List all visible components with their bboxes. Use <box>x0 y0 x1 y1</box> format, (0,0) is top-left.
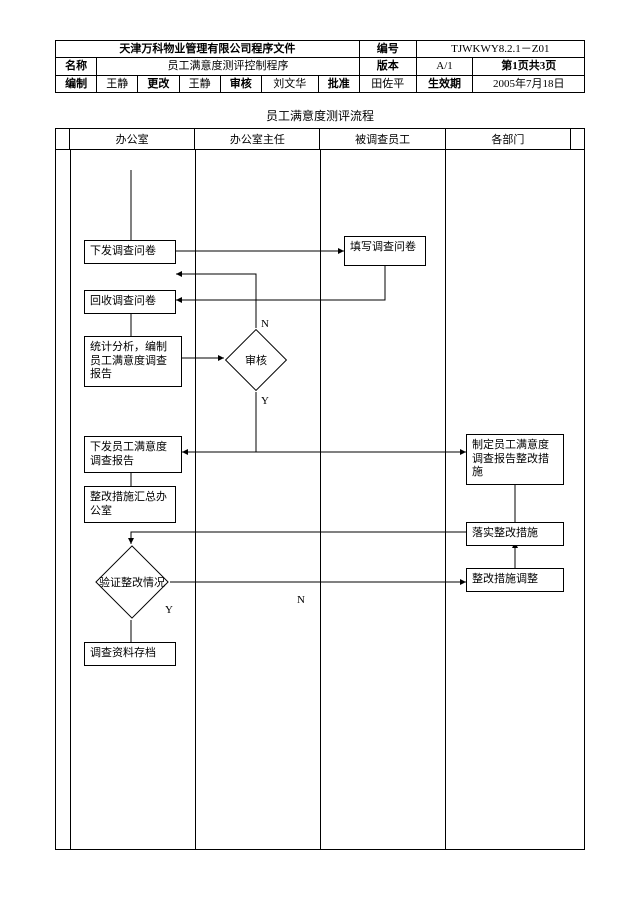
flow-node-n7: 整改措施汇总办公室 <box>84 486 176 524</box>
flow-node-n3: 回收调查问卷 <box>84 290 176 314</box>
edit-label: 编制 <box>56 75 97 92</box>
ver-label: 版本 <box>359 58 416 75</box>
lane-c2: 办公室主任 <box>195 128 320 149</box>
flow-node-n1: 下发调查问卷 <box>84 240 176 264</box>
edge-label-d1Y: Y <box>260 395 270 407</box>
name-label: 名称 <box>56 58 97 75</box>
main-title: 天津万科物业管理有限公司程序文件 <box>56 41 360 58</box>
code-label: 编号 <box>359 41 416 58</box>
rev-label: 审核 <box>220 75 261 92</box>
flowchart-canvas: 下发调查问卷 填写调查问卷回收调查问卷统计分析，编制员工满意度调查报告下发员工满意… <box>55 150 585 850</box>
flow-node-n5: 下发员工满意度调查报告 <box>84 436 182 474</box>
lane-c3: 被调查员工 <box>320 128 445 149</box>
chg-value: 王静 <box>179 75 220 92</box>
edge-label-d2N: N <box>296 594 306 606</box>
edge-label-d1N: N <box>260 318 270 330</box>
lane-gutter-left <box>56 128 70 149</box>
edge-label-d2Y: Y <box>164 604 174 616</box>
lane-c1: 办公室 <box>70 128 195 149</box>
ver-value: A/1 <box>416 58 473 75</box>
doc-header-table: 天津万科物业管理有限公司程序文件 编号 TJWKWY8.2.1－Z01 名称 员… <box>55 40 585 93</box>
edit-value: 王静 <box>97 75 138 92</box>
page-num: 第1页共3页 <box>473 58 585 75</box>
name-value: 员工满意度测评控制程序 <box>97 58 360 75</box>
lane-divider <box>445 150 446 849</box>
chg-label: 更改 <box>138 75 179 92</box>
eff-label: 生效期 <box>416 75 473 92</box>
code-value: TJWKWY8.2.1－Z01 <box>416 41 584 58</box>
lane-divider <box>70 150 71 849</box>
lane-divider <box>195 150 196 849</box>
flow-node-n10: 调查资料存档 <box>84 642 176 666</box>
flow-decision-label-d2: 验证整改情况 <box>92 574 172 590</box>
lane-gutter-right <box>570 128 584 149</box>
appr-value: 田佐平 <box>359 75 416 92</box>
flow-node-n6: 制定员工满意度调查报告整改措施 <box>466 434 564 485</box>
flow-node-n9: 整改措施调整 <box>466 568 564 592</box>
flow-node-n4: 统计分析，编制员工满意度调查报告 <box>84 336 182 387</box>
appr-label: 批准 <box>318 75 359 92</box>
flow-decision-label-d1: 审核 <box>216 352 296 368</box>
eff-value: 2005年7月18日 <box>473 75 585 92</box>
lane-c4: 各部门 <box>445 128 570 149</box>
flow-node-n2: 填写调查问卷 <box>344 236 426 266</box>
lane-divider <box>320 150 321 849</box>
swimlane-header: 办公室 办公室主任 被调查员工 各部门 <box>55 128 585 150</box>
rev-value: 刘文华 <box>261 75 318 92</box>
flow-node-n8: 落实整改措施 <box>466 522 564 546</box>
flow-title: 员工满意度测评流程 <box>55 107 585 124</box>
